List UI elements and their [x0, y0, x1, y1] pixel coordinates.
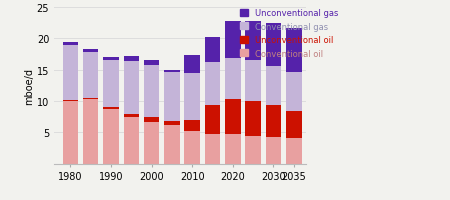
Bar — [144, 66, 159, 117]
Bar — [245, 61, 261, 102]
Bar — [123, 117, 139, 164]
Bar — [123, 115, 139, 117]
Bar — [83, 98, 98, 100]
Bar — [103, 109, 119, 164]
Bar — [225, 59, 241, 100]
Bar — [144, 117, 159, 122]
Bar — [164, 125, 180, 164]
Bar — [205, 106, 220, 134]
Bar — [245, 136, 261, 164]
Bar — [184, 132, 200, 164]
Y-axis label: mboe/d: mboe/d — [24, 68, 34, 104]
Bar — [205, 37, 220, 62]
Bar — [266, 138, 281, 164]
Bar — [286, 112, 302, 138]
Bar — [184, 120, 200, 132]
Bar — [83, 100, 98, 164]
Bar — [286, 29, 302, 73]
Bar — [144, 61, 159, 66]
Bar — [225, 135, 241, 164]
Bar — [205, 62, 220, 106]
Bar — [103, 108, 119, 109]
Bar — [225, 100, 241, 135]
Legend: Unconventional gas, Conventional gas, Unconventional oil, Conventional oil: Unconventional gas, Conventional gas, Un… — [239, 9, 338, 59]
Bar — [103, 60, 119, 108]
Bar — [63, 102, 78, 164]
Bar — [63, 43, 78, 46]
Bar — [266, 24, 281, 67]
Bar — [63, 46, 78, 100]
Bar — [164, 122, 180, 125]
Bar — [184, 56, 200, 74]
Bar — [266, 67, 281, 105]
Bar — [144, 122, 159, 164]
Bar — [286, 73, 302, 112]
Bar — [286, 138, 302, 164]
Bar — [164, 73, 180, 122]
Bar — [103, 57, 119, 60]
Bar — [266, 105, 281, 138]
Bar — [123, 62, 139, 115]
Bar — [205, 134, 220, 164]
Bar — [245, 102, 261, 136]
Bar — [123, 57, 139, 62]
Bar — [63, 100, 78, 102]
Bar — [245, 22, 261, 61]
Bar — [184, 74, 200, 120]
Bar — [164, 70, 180, 73]
Bar — [225, 22, 241, 59]
Bar — [83, 50, 98, 53]
Bar — [83, 53, 98, 98]
